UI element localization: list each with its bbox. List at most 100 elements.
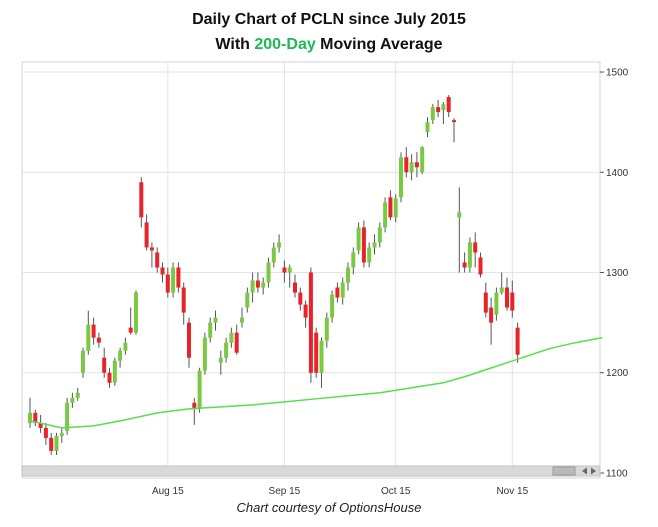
candle-body-up — [229, 332, 234, 343]
candle-body-down — [473, 242, 478, 253]
scrollbar[interactable] — [21, 465, 601, 477]
candle-body-up — [340, 282, 345, 298]
candle-body-up — [112, 360, 117, 383]
chart-credit: Chart courtesy of OptionsHouse — [236, 500, 422, 515]
candle — [171, 262, 176, 298]
candle — [91, 317, 96, 345]
candle-body-up — [250, 280, 255, 293]
candle-body-down — [388, 197, 393, 218]
candle-body-down — [43, 427, 48, 438]
candle — [33, 409, 38, 426]
candle — [505, 277, 509, 311]
candle-body-down — [139, 182, 144, 218]
candle — [176, 262, 181, 293]
candle — [271, 242, 276, 268]
candle-body-down — [33, 412, 38, 423]
candle-body-up — [70, 397, 75, 403]
candle-body-up — [351, 252, 356, 268]
candle-body-up — [245, 292, 250, 308]
candle — [298, 287, 303, 311]
scroll-right-arrow-icon[interactable] — [591, 467, 596, 475]
candle — [149, 242, 154, 268]
candle — [165, 267, 170, 298]
candle — [404, 147, 409, 178]
subtitle-suffix: Moving Average — [315, 36, 443, 53]
candle-body-up — [59, 432, 64, 436]
candle — [266, 257, 271, 288]
candle-body-up — [75, 392, 80, 398]
x-tick-label: Aug 15 — [152, 486, 184, 497]
candle — [367, 242, 372, 268]
candle — [377, 222, 382, 248]
candle-body-up — [383, 202, 388, 228]
candle-body-down — [489, 307, 494, 323]
scrollbar-thumb[interactable] — [552, 466, 576, 476]
candle-body-up — [65, 402, 70, 431]
candle-body-down — [298, 292, 303, 305]
scroll-left-arrow-icon[interactable] — [582, 467, 587, 475]
candle-body-up — [356, 227, 361, 251]
candle-body-up — [324, 317, 329, 341]
candle-body-down — [49, 437, 54, 451]
candle-body-up — [208, 322, 213, 338]
candle — [473, 232, 478, 268]
y-axis: 1100 1200 1300 1400 1500 — [600, 68, 629, 479]
candle-body-down — [255, 280, 260, 288]
moving-average-line — [29, 336, 603, 429]
candle — [123, 337, 128, 355]
candle — [499, 272, 504, 295]
candle-body-down — [446, 97, 451, 113]
candle-body-up — [377, 227, 382, 243]
candlesticks — [28, 95, 520, 455]
candle — [489, 297, 494, 345]
candle-body-down — [91, 324, 96, 338]
candle — [462, 252, 467, 273]
candle-body-down — [361, 227, 366, 263]
candle-body-down — [335, 287, 340, 298]
candle — [96, 332, 101, 348]
candle — [75, 387, 80, 401]
candle — [250, 272, 255, 303]
candle — [49, 432, 54, 455]
candle-body-down — [38, 422, 43, 428]
candle-body-down — [181, 287, 186, 313]
candle-body-up — [271, 247, 276, 263]
candle — [155, 247, 160, 273]
y-tick-label: 1500 — [606, 68, 629, 79]
candle-body-up — [118, 350, 123, 361]
candle-body-down — [505, 287, 509, 308]
candle — [229, 327, 234, 348]
candle-body-up — [134, 292, 138, 333]
candle-body-up — [494, 292, 499, 315]
candle-body-up — [425, 122, 430, 133]
candle-body-up — [467, 242, 472, 268]
candle — [330, 290, 335, 323]
candle-body-up — [277, 242, 282, 248]
candle — [28, 397, 32, 428]
candle-body-down — [234, 332, 239, 353]
candle-body-up — [54, 435, 59, 451]
x-tick-label: Sep 15 — [269, 486, 301, 497]
y-tick-label: 1300 — [606, 268, 629, 279]
candle — [128, 307, 133, 335]
candle-body-up — [240, 317, 244, 323]
candle-body-up — [399, 157, 403, 198]
candle — [457, 187, 462, 273]
candle-body-up — [266, 262, 271, 283]
candle — [452, 118, 456, 143]
candle — [139, 177, 144, 228]
candle — [420, 146, 425, 175]
candle-body-down — [96, 337, 101, 343]
candle — [287, 264, 292, 288]
candle — [308, 267, 313, 383]
candle-body-up — [346, 267, 350, 283]
chart-title: Daily Chart of PCLN since July 2015 — [192, 11, 466, 28]
candle-body-down — [192, 402, 197, 408]
candle — [277, 234, 282, 253]
candle-body-up — [319, 340, 324, 373]
candle-body-up — [202, 337, 207, 371]
x-tick-label: Nov 15 — [496, 486, 528, 497]
candle — [181, 282, 186, 325]
candle — [70, 392, 75, 408]
candle — [335, 282, 340, 303]
